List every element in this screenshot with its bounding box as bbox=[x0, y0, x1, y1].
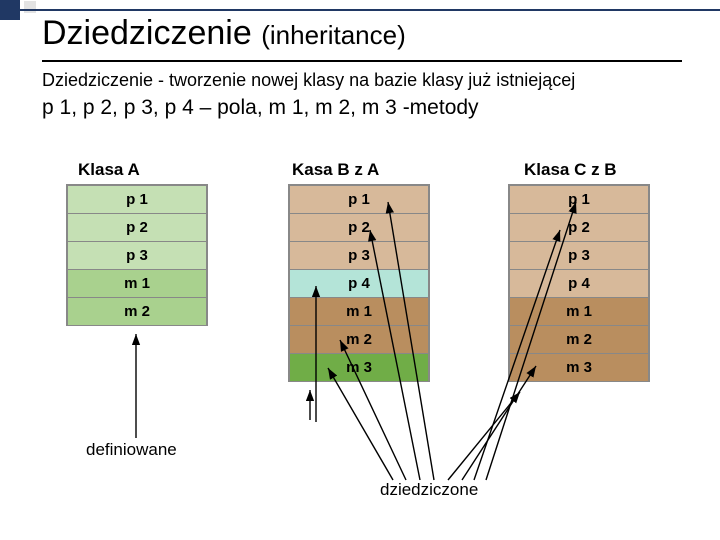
class-row: p 4 bbox=[289, 269, 429, 297]
class-row: p 2 bbox=[509, 213, 649, 241]
class-row: p 1 bbox=[509, 185, 649, 213]
class-label: Kasa B z A bbox=[292, 160, 379, 180]
class-row: p 1 bbox=[289, 185, 429, 213]
class-table: p 1p 2p 3p 4m 1m 2m 3 bbox=[288, 184, 430, 382]
class-row: p 4 bbox=[509, 269, 649, 297]
class-table: p 1p 2p 3p 4m 1m 2m 3 bbox=[508, 184, 650, 382]
class-row: m 3 bbox=[509, 353, 649, 381]
class-row: m 1 bbox=[509, 297, 649, 325]
class-row: p 3 bbox=[289, 241, 429, 269]
label-definiowane: definiowane bbox=[86, 440, 177, 460]
class-row: m 2 bbox=[67, 297, 207, 325]
legend-line: p 1, p 2, p 3, p 4 – pola, m 1, m 2, m 3… bbox=[42, 96, 479, 120]
arrow bbox=[448, 392, 520, 480]
class-row: m 1 bbox=[67, 269, 207, 297]
class-row: p 3 bbox=[509, 241, 649, 269]
class-label: Klasa C z B bbox=[524, 160, 617, 180]
class-row: m 3 bbox=[289, 353, 429, 381]
class-row: m 2 bbox=[289, 325, 429, 353]
label-dziedziczone: dziedziczone bbox=[380, 480, 478, 500]
title-underline bbox=[42, 60, 682, 62]
title-sub: (inheritance) bbox=[261, 20, 406, 50]
class-label: Klasa A bbox=[78, 160, 140, 180]
class-row: p 2 bbox=[289, 213, 429, 241]
accent-line bbox=[20, 9, 720, 11]
subtitle: Dziedziczenie - tworzenie nowej klasy na… bbox=[42, 70, 575, 91]
page-title: Dziedziczenie (inheritance) bbox=[42, 14, 406, 53]
arrow bbox=[462, 366, 536, 480]
class-table: p 1p 2p 3m 1m 2 bbox=[66, 184, 208, 326]
class-row: m 1 bbox=[289, 297, 429, 325]
class-row: p 1 bbox=[67, 185, 207, 213]
class-row: m 2 bbox=[509, 325, 649, 353]
class-row: p 3 bbox=[67, 241, 207, 269]
title-main: Dziedziczenie bbox=[42, 14, 252, 52]
class-row: p 2 bbox=[67, 213, 207, 241]
arrow bbox=[328, 368, 393, 480]
